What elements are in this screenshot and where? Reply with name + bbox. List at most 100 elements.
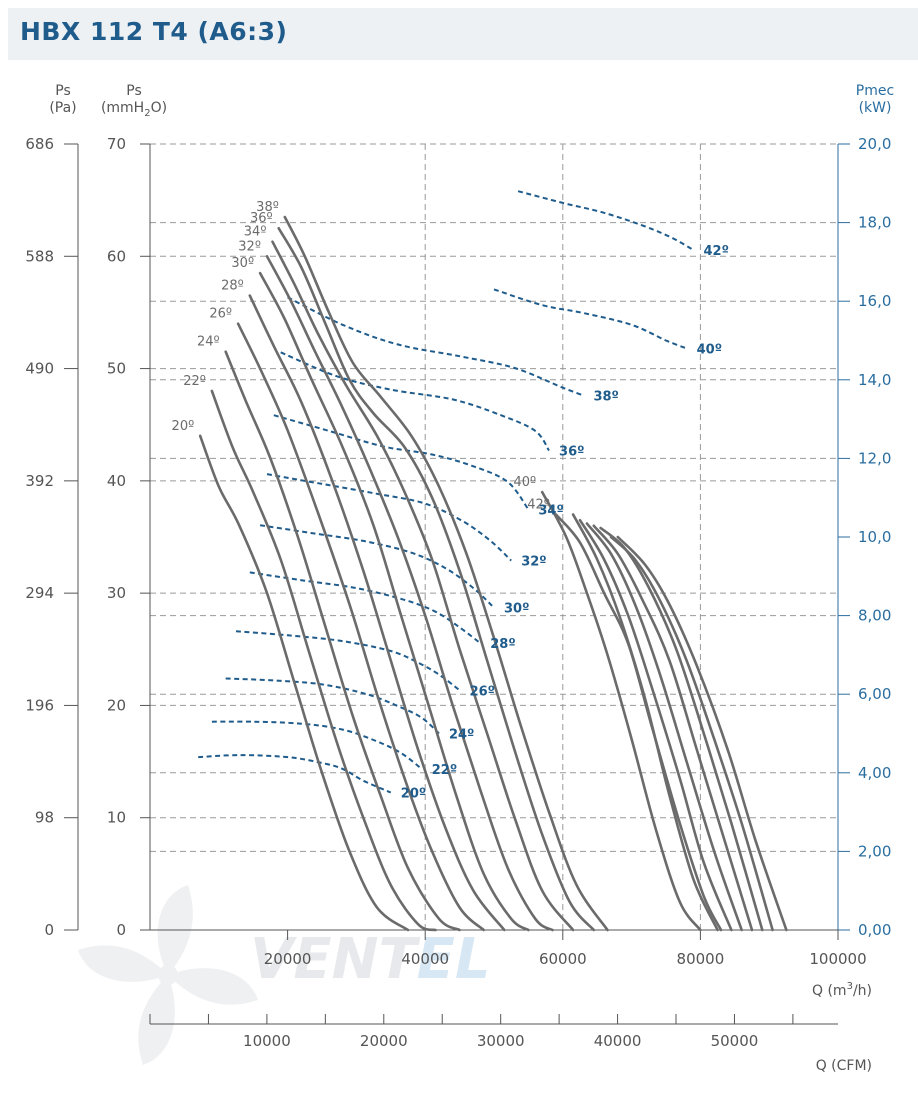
pressure-curve-label: 22º (183, 374, 206, 389)
axis-title-kw: Pmec (856, 83, 894, 99)
tick-label-pa: 294 (25, 584, 54, 602)
tick-label-cfm: 50000 (711, 1032, 759, 1050)
tick-label-mmh2o: 70 (107, 135, 126, 153)
power-curve-label: 30º (504, 602, 529, 617)
tick-label-mmh2o: 60 (107, 247, 126, 265)
tick-label-kw: 10,0 (858, 528, 891, 546)
pressure-curve (248, 294, 506, 932)
tick-label-cfm: 40000 (594, 1032, 642, 1050)
x-label-sup: 3 (847, 981, 853, 992)
pressure-curve-label: 20º (172, 419, 195, 434)
tick-label-m3h: 60000 (539, 950, 587, 968)
pressure-curve (277, 226, 596, 932)
tick-label-pa: 588 (25, 247, 54, 265)
pressure-curve-label: 24º (197, 335, 220, 350)
tick-label-cfm: 10000 (243, 1032, 291, 1050)
tick-label-pa: 0 (44, 921, 54, 939)
axis-unit-mmh2o: (mmH2O) (101, 100, 167, 119)
power-curve-label: 32º (521, 555, 546, 570)
pressure-curve (210, 389, 437, 932)
pressure-curve-label: 36º (250, 211, 273, 226)
tick-label-mmh2o: 20 (107, 696, 126, 714)
x-label-post: /h) (853, 983, 872, 999)
pressure-curve-label: 26º (209, 307, 232, 322)
tick-label-cfm: 30000 (477, 1032, 525, 1050)
grid (150, 143, 838, 930)
power-curve (280, 351, 550, 452)
power-curve (266, 473, 512, 562)
axis-title-m3h: Q (m3/h) (812, 981, 872, 999)
tick-label-pa: 392 (25, 472, 54, 490)
tick-label-cfm: 20000 (360, 1032, 408, 1050)
pressure-curve (609, 535, 774, 932)
tick-label-kw: 12,0 (858, 449, 891, 467)
power-curve-label: 42º (704, 244, 729, 259)
pressure-curve (271, 240, 575, 932)
pressure-curve (283, 215, 609, 932)
logo-text-part-2: EL (417, 927, 491, 992)
power-curve-label: 40º (697, 342, 722, 357)
pressure-curve (224, 350, 461, 932)
pressure-curve-label: 32º (238, 239, 261, 254)
pressure-curve (578, 518, 733, 932)
pressure-curve (236, 322, 485, 932)
power-curve (198, 754, 392, 794)
tick-label-m3h: 20000 (264, 950, 312, 968)
tick-label-m3h: 40000 (401, 950, 449, 968)
tick-label-pa: 196 (25, 696, 54, 714)
pressure-curve (571, 513, 719, 932)
power-curve (235, 630, 461, 692)
power-curve (259, 524, 495, 609)
power-curve-label: 24º (449, 728, 474, 743)
tick-label-kw: 0,00 (858, 921, 891, 939)
pressure-curves (198, 215, 788, 932)
pressure-curve (585, 522, 743, 932)
pressure-curve-label: 34º (244, 225, 267, 240)
power-curve-label: 26º (470, 684, 495, 699)
pressure-curve (592, 524, 754, 932)
power-curve (211, 720, 423, 770)
ticks: 0 10 20 30 40 50 60 70 0 98 196 294 392 490 588 686 0,00… (25, 135, 891, 1050)
power-curve-label: 34º (538, 503, 563, 518)
tick-label-mmh2o: 10 (107, 809, 126, 827)
tick-label-kw: 4,00 (858, 764, 891, 782)
power-curve (249, 571, 481, 644)
tick-label-kw: 16,0 (858, 292, 891, 310)
tick-label-kw: 18,0 (858, 214, 891, 232)
power-curve-label: 22º (432, 763, 457, 778)
pressure-curve (616, 535, 788, 932)
pressure-curve-label: 38º (256, 200, 279, 215)
tick-label-kw: 6,00 (858, 685, 891, 703)
axis-title-mmh2o: Ps (126, 83, 142, 99)
ventel-logo: VENTEL (78, 885, 491, 1065)
axis-unit-pa: (Pa) (49, 100, 76, 116)
tick-label-kw: 20,0 (858, 135, 891, 153)
power-curve (517, 190, 695, 251)
tick-label-mmh2o: 40 (107, 472, 126, 490)
pressure-curve-label: 40º (513, 475, 536, 490)
power-curve-label: 28º (490, 637, 515, 652)
axis-title-cfm: Q (CFM) (816, 1058, 872, 1074)
unit-sub: 2 (144, 108, 150, 119)
axis-title-pa: Ps (55, 83, 71, 99)
tick-label-m3h: 80000 (677, 950, 725, 968)
logo-text: VENTEL (250, 927, 491, 992)
tick-label-kw: 14,0 (858, 371, 891, 389)
pressure-curve (540, 490, 702, 932)
pressure-curve-label: 30º (231, 256, 254, 271)
title-bar: HBX 112 T4 (A6:3) (8, 8, 918, 60)
pressure-curve (265, 255, 554, 932)
power-curves (198, 190, 695, 794)
tick-label-mmh2o: 0 (116, 921, 126, 939)
tick-label-m3h: 100000 (809, 950, 866, 968)
power-curve (287, 296, 584, 397)
unit-pre: (mmH (101, 100, 144, 116)
pressure-curve (599, 526, 764, 932)
power-curve-label: 20º (401, 786, 426, 801)
unit-post: O) (151, 100, 167, 116)
tick-label-kw: 8,00 (858, 607, 891, 625)
tick-label-pa: 490 (25, 360, 54, 378)
pressure-curve (258, 271, 530, 932)
pressure-curve-label: 28º (221, 279, 244, 294)
power-curve-label: 38º (593, 390, 618, 405)
